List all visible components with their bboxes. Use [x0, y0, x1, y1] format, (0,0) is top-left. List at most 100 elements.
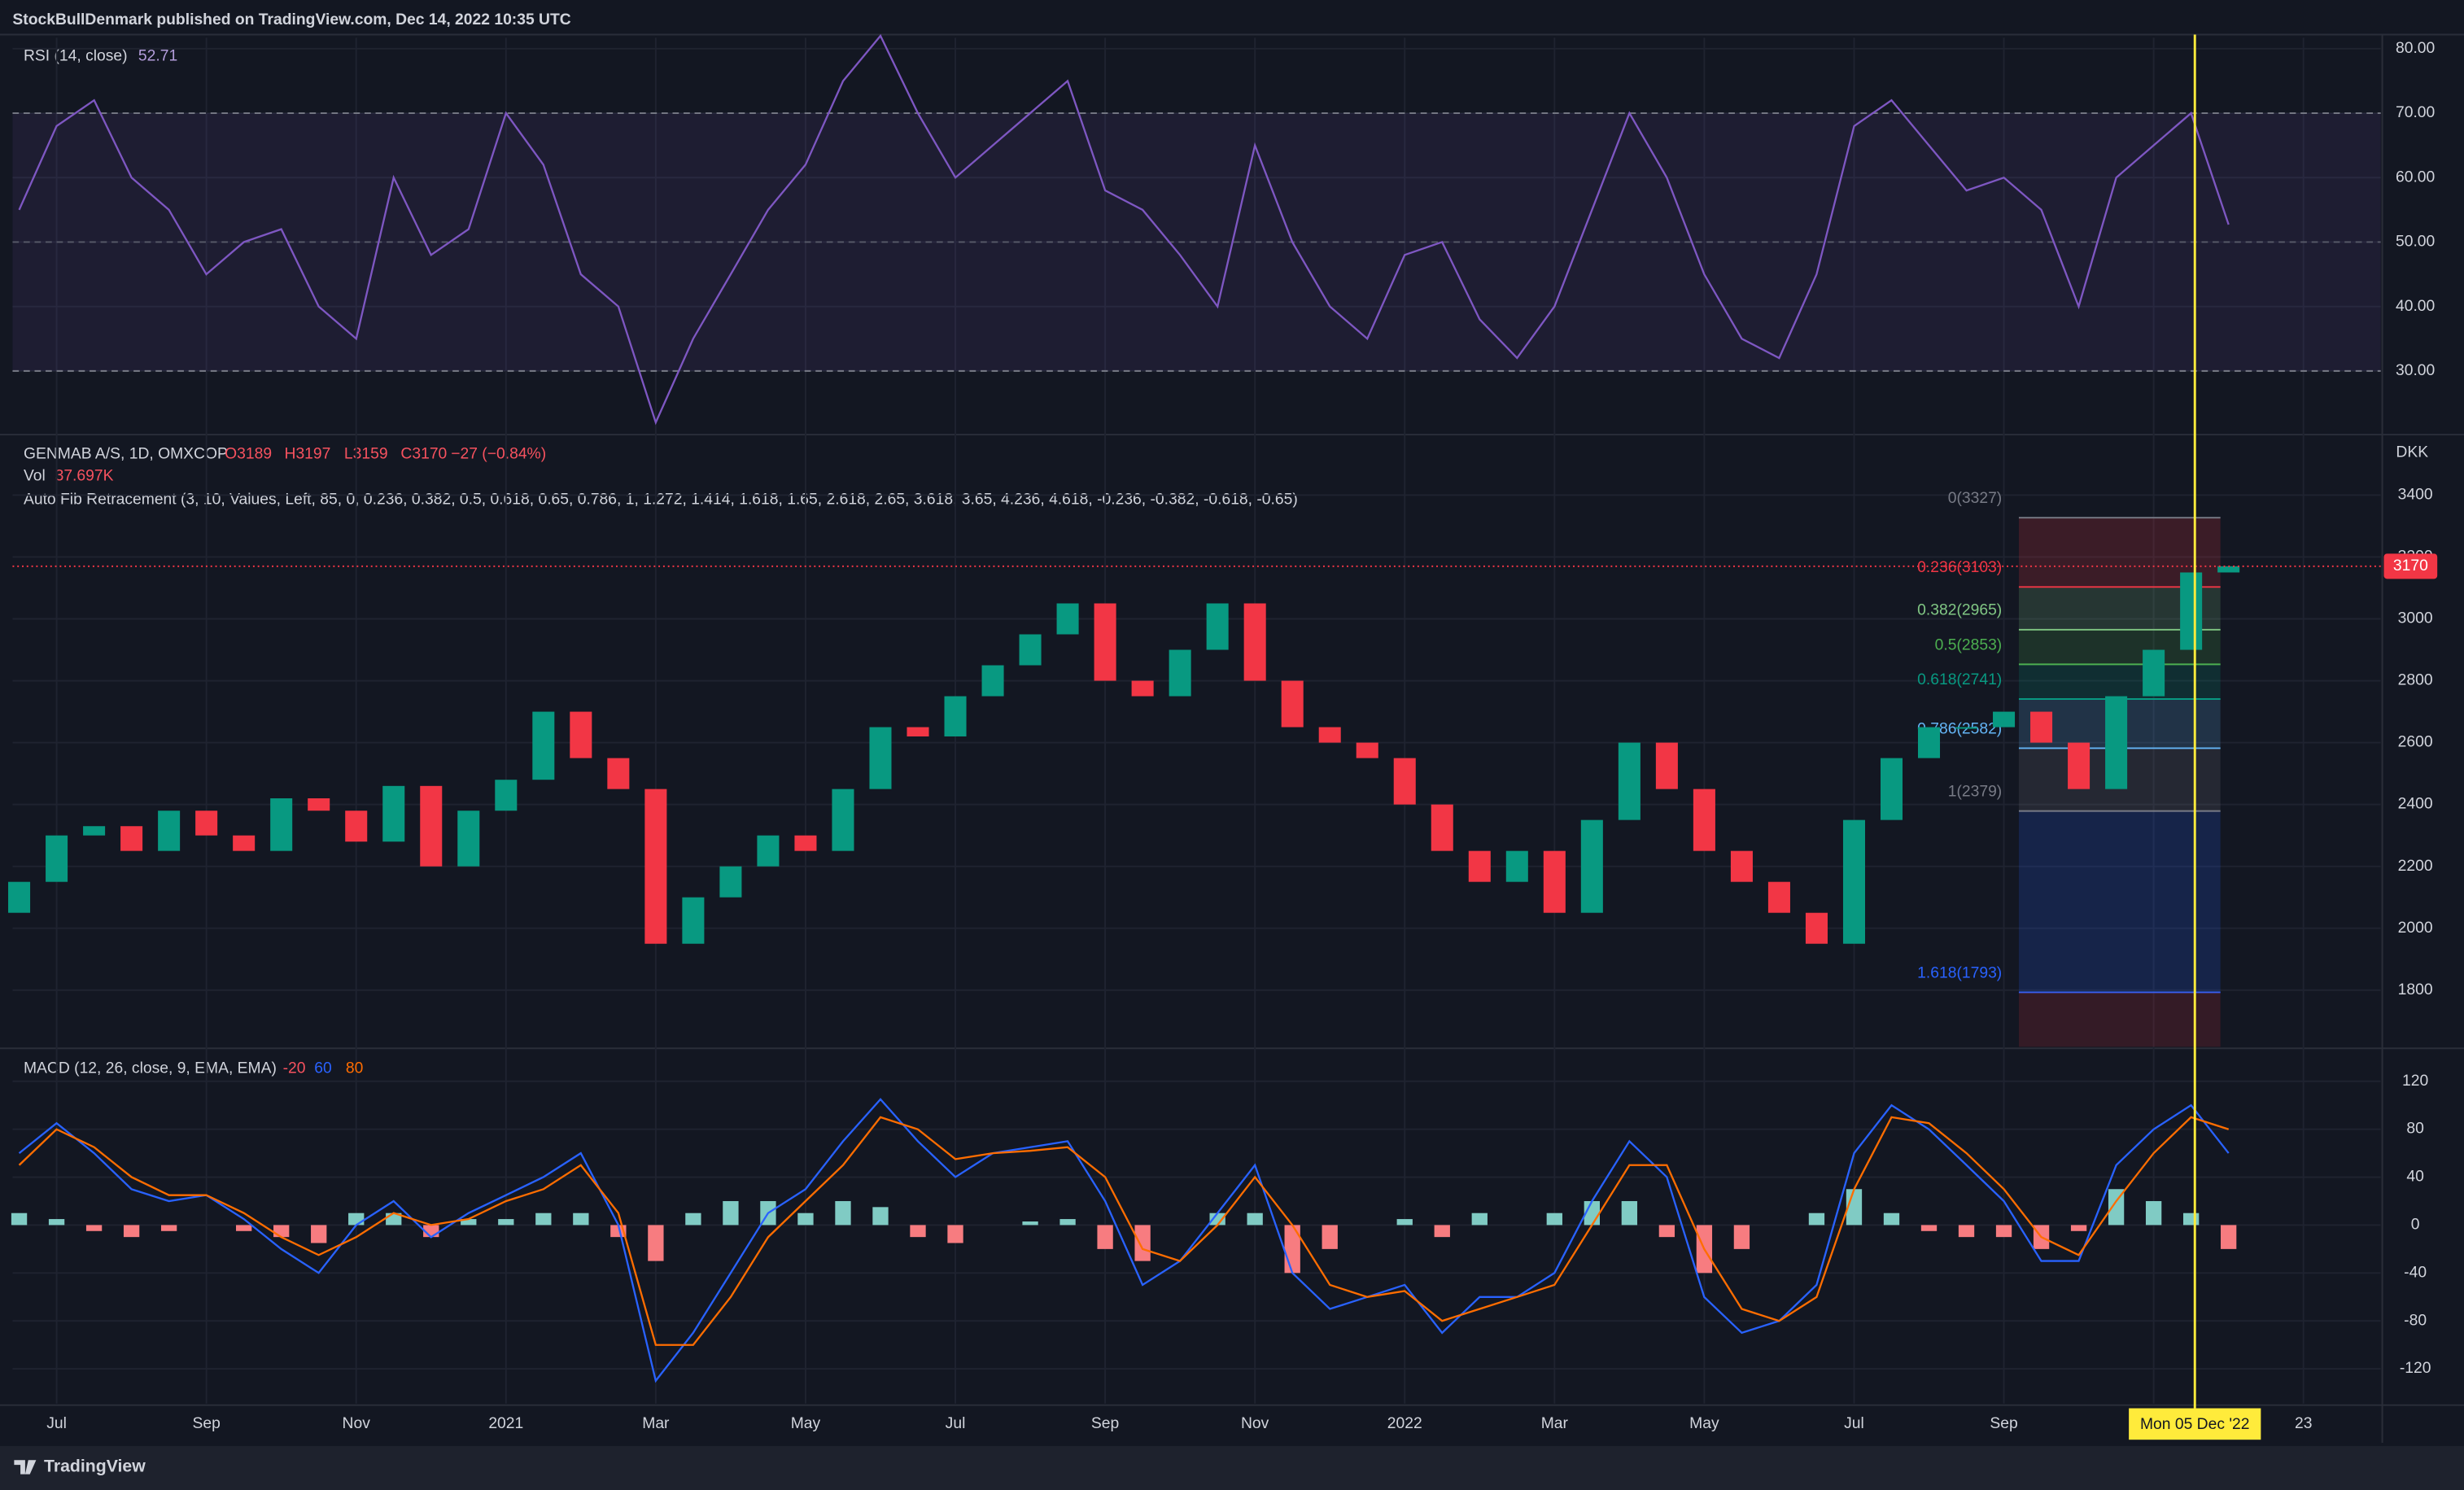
x-tick-label: Sep	[1990, 1415, 2017, 1432]
histogram-bar	[236, 1225, 252, 1231]
x-tick-label: 2022	[1387, 1415, 1422, 1432]
y-tick-label: 80.00	[2396, 40, 2435, 57]
histogram-bar	[1733, 1225, 1750, 1249]
candle-body	[195, 811, 218, 836]
fib-label: 1.618(1793)	[1917, 964, 2002, 981]
candle-body	[2068, 742, 2090, 789]
candle-body	[570, 711, 592, 758]
x-tick-label: May	[791, 1415, 821, 1432]
histogram-bar	[2221, 1225, 2237, 1249]
legend-value: -20	[283, 1060, 306, 1077]
y-tick-label: 2800	[2398, 672, 2433, 689]
candle-body	[2105, 696, 2128, 789]
candle-body	[495, 780, 518, 811]
histogram-bar	[498, 1219, 514, 1226]
y-tick-label: 0	[2411, 1217, 2420, 1234]
y-tick-label: 3400	[2398, 487, 2433, 504]
candle-body	[83, 826, 106, 836]
y-tick-label: -40	[2404, 1264, 2427, 1281]
price-tag	[2383, 553, 2438, 579]
y-tick-label: 40	[2406, 1169, 2423, 1186]
candle-body	[1094, 603, 1116, 681]
candle-body	[270, 798, 293, 851]
x-tick-label: Jul	[46, 1415, 67, 1432]
legend-value: 80	[346, 1060, 363, 1077]
x-tick-label: Sep	[1091, 1415, 1119, 1432]
candle-body	[2180, 572, 2203, 650]
candle-body	[1431, 804, 1453, 851]
y-tick-label: 3000	[2398, 610, 2433, 627]
volume-value: 37.697K	[55, 467, 114, 484]
y-tick-label: 70.00	[2396, 104, 2435, 121]
y-tick-label: 2600	[2398, 734, 2433, 751]
fib-zone	[2018, 664, 2221, 699]
histogram-bar	[160, 1225, 177, 1231]
rsi-legend-value: 52.71	[138, 48, 177, 65]
price-title: GENMAB A/S, 1D, OMXCOP	[24, 445, 228, 462]
candle-body	[682, 897, 705, 944]
candle-body	[1767, 881, 1790, 913]
crosshair-tag	[2129, 1408, 2261, 1440]
histogram-bar	[461, 1219, 477, 1226]
candle-body	[2217, 566, 2240, 573]
x-tick-label: May	[1689, 1415, 1719, 1432]
histogram-bar	[910, 1225, 926, 1238]
legend-value: 60	[314, 1060, 331, 1077]
y-tick-label: 50.00	[2396, 234, 2435, 251]
fib-zone	[2018, 992, 2221, 1047]
histogram-bar	[1471, 1213, 1488, 1226]
candle-body	[607, 758, 630, 789]
histogram-bar	[1209, 1213, 1225, 1226]
candle-body	[46, 835, 68, 882]
ohlc: L3159	[344, 445, 388, 462]
histogram-bar	[1022, 1221, 1038, 1226]
candle-body	[1880, 758, 1903, 820]
histogram-bar	[535, 1213, 552, 1226]
histogram-bar	[1995, 1225, 2012, 1238]
candle-body	[1993, 711, 2016, 728]
candle-body	[345, 811, 368, 842]
histogram-bar	[1621, 1200, 1638, 1226]
histogram-bar	[573, 1213, 589, 1226]
x-tick-label: 2021	[488, 1415, 523, 1432]
candle-body	[1693, 789, 1715, 851]
candle-body	[1056, 603, 1079, 635]
histogram-bar	[1134, 1225, 1151, 1261]
macd-legend: MACD (12, 26, close, 9, EMA, EMA)	[24, 1060, 277, 1077]
x-tick-label: Sep	[192, 1415, 220, 1432]
y-tick-label: 80	[2406, 1121, 2423, 1138]
candle-body	[457, 811, 480, 867]
x-tick-label: Mar	[642, 1415, 670, 1432]
histogram-bar	[1322, 1225, 1338, 1249]
logo	[14, 1460, 37, 1475]
y-tick-label: 2000	[2398, 920, 2433, 937]
candle-body	[644, 789, 667, 944]
ohlc: O3189	[225, 445, 272, 462]
candle-body	[1842, 819, 1865, 944]
price-tag-label: 3170	[2393, 557, 2428, 575]
candle-body	[308, 798, 330, 811]
axis-unit: DKK	[2396, 444, 2428, 461]
ohlc: H3197	[285, 445, 331, 462]
y-tick-label: 60.00	[2396, 168, 2435, 186]
histogram-bar	[872, 1207, 889, 1226]
series-line	[18, 1098, 2230, 1383]
candle-body	[1543, 850, 1566, 913]
x-tick-label: Nov	[343, 1415, 371, 1432]
candle-body	[420, 785, 443, 867]
histogram-bar	[797, 1213, 814, 1226]
fib-label: 0.382(2965)	[1917, 602, 2002, 619]
candle-body	[1318, 727, 1341, 743]
histogram-bar	[273, 1225, 290, 1238]
candle-body	[1505, 850, 1528, 882]
candle-body	[832, 789, 854, 851]
x-tick-label: 23	[2295, 1415, 2312, 1432]
fib-label: 0.5(2853)	[1935, 636, 2003, 653]
series-line	[18, 33, 2230, 426]
candle-body	[1019, 634, 1042, 666]
candle-body	[1580, 819, 1603, 913]
y-tick-label: 40.00	[2396, 298, 2435, 315]
footer-bar	[0, 1445, 2464, 1490]
candle-body	[2030, 711, 2053, 743]
